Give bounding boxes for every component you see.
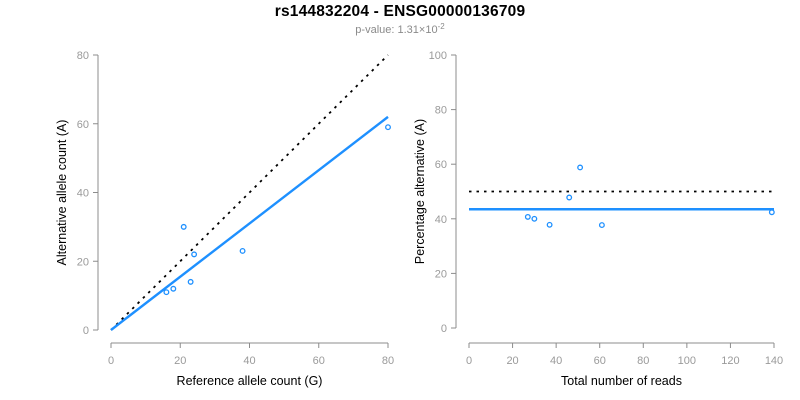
left-data-point bbox=[187, 278, 194, 285]
left-x-tick-label: 20 bbox=[174, 355, 186, 367]
left-data-point bbox=[191, 251, 198, 258]
p-value-exponent: -2 bbox=[437, 22, 445, 31]
left-identity-line bbox=[110, 54, 389, 331]
right-data-point bbox=[524, 213, 531, 220]
right-y-tick-label: 100 bbox=[429, 50, 447, 62]
left-y-tick-label: 0 bbox=[83, 325, 89, 337]
left-x-tick-label: 0 bbox=[108, 355, 114, 367]
right-data-point bbox=[531, 215, 538, 222]
left-y-tick-label: 80 bbox=[77, 50, 89, 62]
p-value-subtitle: p-value: 1.31×10-2 bbox=[0, 22, 800, 36]
right-data-point bbox=[768, 209, 775, 216]
left-x-axis-label: Reference allele count (G) bbox=[177, 374, 323, 388]
right-x-tick-label: 60 bbox=[594, 355, 606, 367]
right-data-point bbox=[566, 194, 573, 201]
right-x-tick-label: 0 bbox=[466, 355, 472, 367]
right-data-point bbox=[598, 222, 605, 229]
left-y-tick-label: 60 bbox=[77, 119, 89, 131]
page-title: rs144832204 - ENSG00000136709 bbox=[274, 3, 526, 20]
right-data-point bbox=[546, 221, 553, 228]
left-y-tick-label: 20 bbox=[77, 256, 89, 268]
right-x-tick-label: 140 bbox=[765, 355, 783, 367]
right-y-tick-label: 80 bbox=[435, 105, 447, 117]
right-y-axis-label: Percentage alternative (A) bbox=[413, 119, 427, 264]
right-x-tick-label: 120 bbox=[721, 355, 739, 367]
left-data-point bbox=[180, 223, 187, 230]
left-y-axis-label: Alternative allele count (A) bbox=[55, 120, 69, 266]
right-x-tick-label: 20 bbox=[506, 355, 518, 367]
left-data-point bbox=[239, 247, 246, 254]
left-x-tick-label: 80 bbox=[382, 355, 394, 367]
p-value-text: p-value: 1.31×10 bbox=[355, 24, 438, 36]
right-x-axis-label: Total number of reads bbox=[561, 374, 682, 388]
left-data-point bbox=[170, 285, 177, 292]
right-x-tick-label: 40 bbox=[550, 355, 562, 367]
right-y-tick-label: 40 bbox=[435, 214, 447, 226]
right-x-tick-label: 80 bbox=[637, 355, 649, 367]
left-y-tick-label: 40 bbox=[77, 188, 89, 200]
right-y-tick-label: 0 bbox=[441, 323, 447, 335]
left-data-point bbox=[163, 289, 170, 296]
right-x-tick-label: 100 bbox=[678, 355, 696, 367]
left-x-tick-label: 40 bbox=[243, 355, 255, 367]
left-data-point bbox=[385, 124, 391, 131]
right-y-tick-label: 60 bbox=[435, 159, 447, 171]
left-fit-line bbox=[110, 115, 389, 331]
right-y-tick-label: 20 bbox=[435, 268, 447, 280]
left-x-tick-label: 60 bbox=[313, 355, 325, 367]
right-data-point bbox=[577, 164, 584, 171]
